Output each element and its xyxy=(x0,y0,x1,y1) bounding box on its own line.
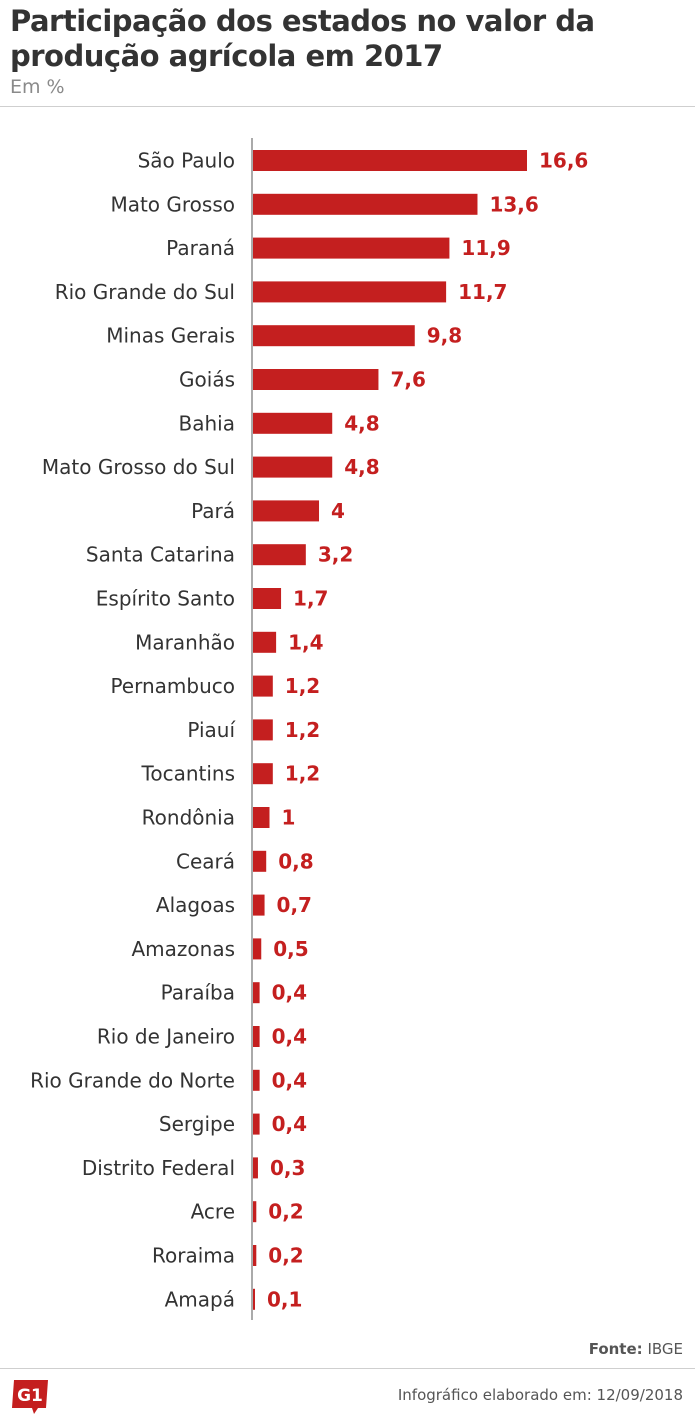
category-label: Santa Catarina xyxy=(86,543,235,567)
bar xyxy=(253,1245,257,1266)
source-value: IBGE xyxy=(647,1340,683,1358)
value-label: 0,2 xyxy=(268,1200,303,1224)
value-label: 0,2 xyxy=(268,1244,303,1268)
chart-title: Participação dos estados no valor da pro… xyxy=(10,4,595,73)
g1-logo: G1 xyxy=(12,1380,48,1414)
value-label: 11,7 xyxy=(458,280,507,304)
category-label: Minas Gerais xyxy=(106,324,235,348)
category-label: São Paulo xyxy=(138,149,235,173)
category-label: Piauí xyxy=(187,718,236,742)
bar xyxy=(253,588,282,609)
value-label: 1,2 xyxy=(285,762,320,786)
bar-chart: São Paulo 16,6 Mato Grosso 13,6 Paraná 11,9 Ri… xyxy=(30,138,588,1320)
value-label: 0,4 xyxy=(272,1025,307,1049)
bar xyxy=(253,325,415,347)
bar xyxy=(253,894,265,916)
category-label: Pará xyxy=(191,499,235,523)
bar xyxy=(253,544,306,566)
category-label: Paraná xyxy=(166,236,235,260)
bar xyxy=(253,456,333,478)
bar xyxy=(253,193,478,215)
value-label: 0,4 xyxy=(272,1112,307,1136)
category-label: Ceará xyxy=(176,849,235,873)
value-label: 9,8 xyxy=(427,324,462,348)
category-label: Pernambuco xyxy=(110,674,235,698)
chart-subtitle: Em % xyxy=(10,76,65,98)
value-label: 3,2 xyxy=(318,543,353,567)
value-label: 1 xyxy=(282,806,296,830)
category-label: Goiás xyxy=(179,368,235,392)
value-label: 0,8 xyxy=(278,849,313,873)
bar xyxy=(253,150,527,171)
category-label: Distrito Federal xyxy=(82,1156,235,1180)
category-label: Paraíba xyxy=(161,981,235,1005)
bar xyxy=(253,719,273,741)
bar xyxy=(253,938,262,960)
g1-logo-text: G1 xyxy=(17,1386,43,1406)
bar xyxy=(253,1113,260,1135)
category-label: Rio Grande do Norte xyxy=(30,1068,235,1092)
bar xyxy=(253,850,267,872)
value-label: 1,2 xyxy=(285,674,320,698)
credit-note: Infográfico elaborado em: 12/09/2018 xyxy=(397,1386,683,1404)
bar xyxy=(253,1069,260,1091)
bar xyxy=(253,1157,258,1179)
value-label: 0,7 xyxy=(277,893,312,917)
value-label: 13,6 xyxy=(489,192,538,216)
category-label: Amazonas xyxy=(131,937,235,961)
category-label: Mato Grosso xyxy=(110,192,235,216)
value-label: 0,3 xyxy=(270,1156,305,1180)
value-label: 7,6 xyxy=(390,368,425,392)
bar xyxy=(253,763,273,785)
bar xyxy=(253,281,447,303)
bar xyxy=(253,1201,257,1223)
value-label: 1,4 xyxy=(288,630,323,654)
value-label: 1,7 xyxy=(293,587,328,611)
bar xyxy=(253,500,320,522)
value-label: 0,1 xyxy=(267,1287,302,1311)
category-label: Alagoas xyxy=(156,893,235,917)
category-label: Espírito Santo xyxy=(96,587,235,611)
bar xyxy=(253,369,379,390)
bar xyxy=(253,675,273,697)
value-label: 0,4 xyxy=(272,1068,307,1092)
category-label: Roraima xyxy=(152,1244,235,1268)
category-label: Sergipe xyxy=(159,1112,235,1136)
category-label: Maranhão xyxy=(135,630,235,654)
category-label: Amapá xyxy=(165,1287,235,1311)
value-label: 4,8 xyxy=(344,411,379,435)
value-label: 4,8 xyxy=(344,455,379,479)
bar xyxy=(253,1288,255,1310)
value-label: 16,6 xyxy=(539,149,588,173)
category-label: Rio de Janeiro xyxy=(97,1025,235,1049)
category-label: Mato Grosso do Sul xyxy=(42,455,235,479)
category-label: Rio Grande do Sul xyxy=(55,280,235,304)
category-label: Bahia xyxy=(179,411,235,435)
header-divider xyxy=(0,106,695,107)
value-label: 4 xyxy=(331,499,345,523)
bar xyxy=(253,237,450,259)
source-note: Fonte: IBGE xyxy=(589,1340,683,1358)
category-label: Tocantins xyxy=(141,762,235,786)
footer-divider xyxy=(0,1368,695,1369)
bar xyxy=(253,412,333,434)
bar xyxy=(253,982,260,1004)
category-label: Acre xyxy=(191,1200,235,1224)
category-label: Rondônia xyxy=(142,806,235,830)
value-label: 0,4 xyxy=(272,981,307,1005)
value-label: 1,2 xyxy=(285,718,320,742)
value-label: 11,9 xyxy=(461,236,510,260)
bar xyxy=(253,1026,260,1047)
bar xyxy=(253,807,270,828)
bar xyxy=(253,631,277,653)
value-label: 0,5 xyxy=(273,937,308,961)
source-label: Fonte: xyxy=(588,1340,643,1358)
